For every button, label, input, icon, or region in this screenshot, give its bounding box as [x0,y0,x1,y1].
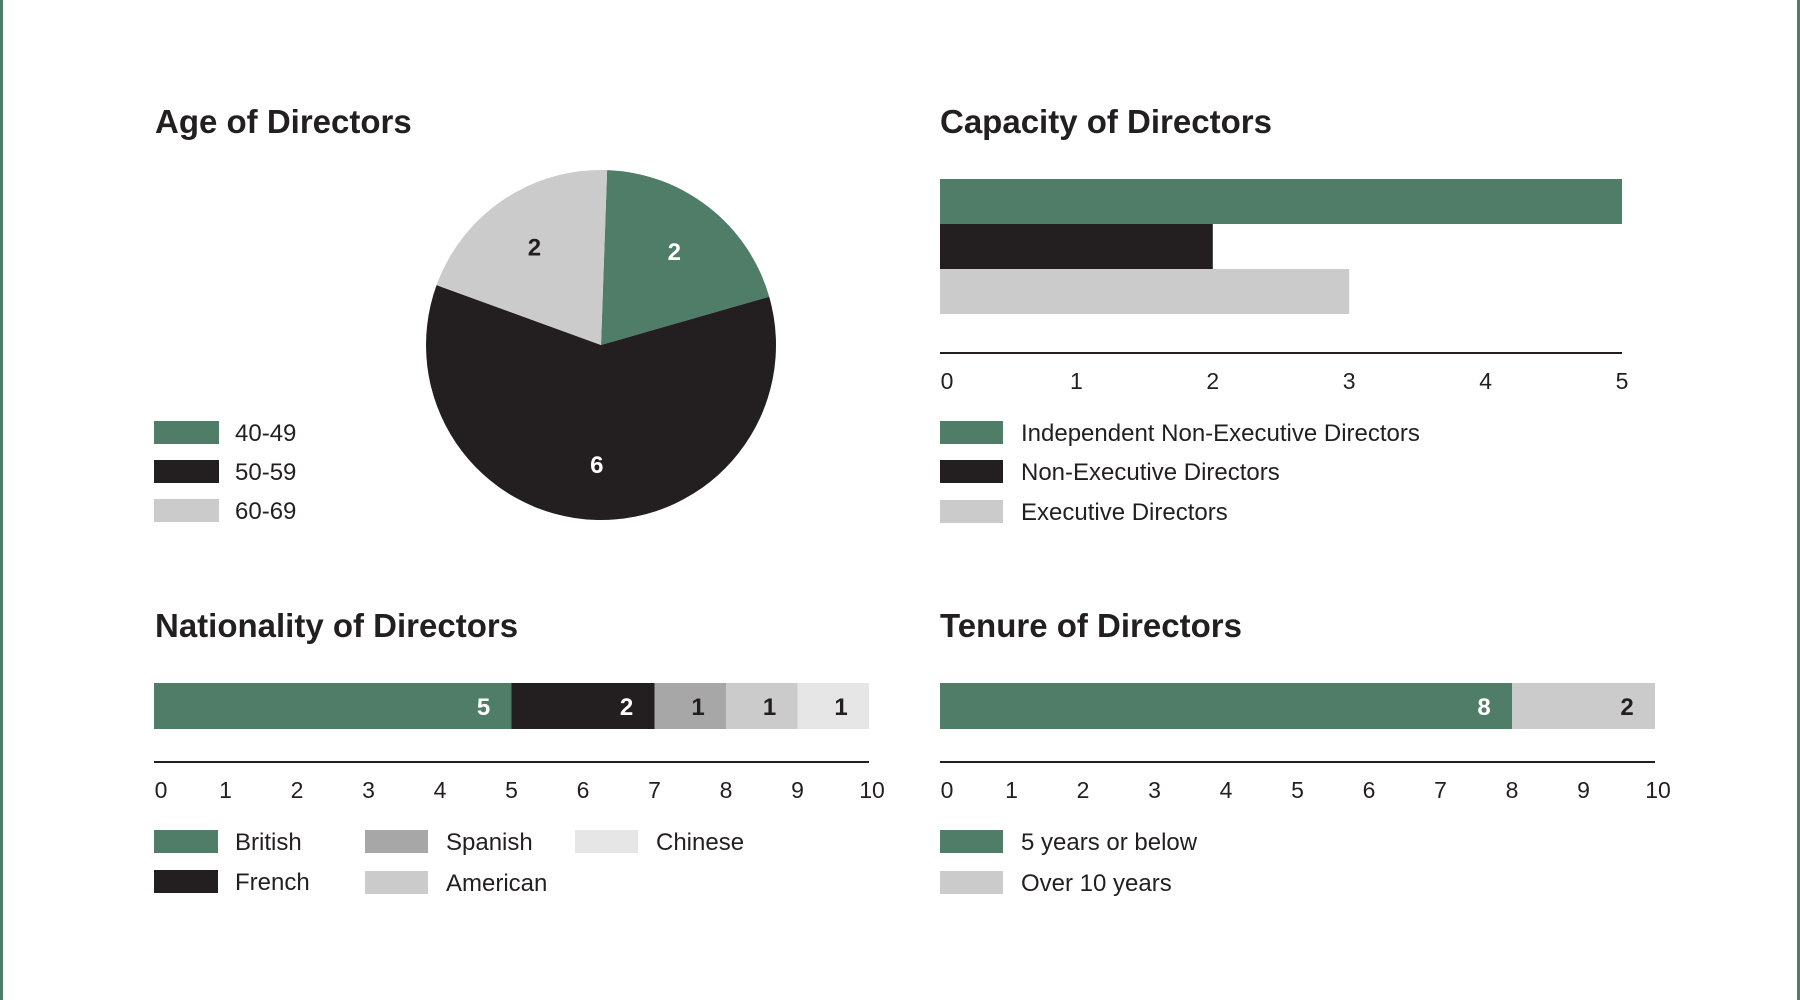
nationality-data-label-american: 1 [763,694,776,721]
capacity-tick-3: 3 [1343,368,1356,394]
capacity-chart-title: Capacity of Directors [940,103,1272,140]
capacity-bar-executive-directors [940,269,1350,314]
nationality-data-label-spanish: 1 [691,694,704,721]
capacity-bar-non-executive-directors [940,224,1213,269]
nationality-tick-5: 5 [505,777,518,803]
age-pie-slice-50-59 [426,285,777,520]
nationality-tick-7: 7 [648,777,661,803]
capacity-tick-0: 0 [941,368,954,394]
tenure-tick-4: 4 [1220,777,1233,803]
nationality-tick-4: 4 [434,777,447,803]
age-legend-label-60-69: 60-69 [235,498,296,525]
nationality-tick-0: 0 [155,777,168,803]
nationality-legend-swatch-british [154,830,218,853]
tenure-legend-swatch-over-10-years [940,871,1003,894]
capacity-legend-label-executive: Executive Directors [1021,499,1228,526]
age-pie: 2 6 2 [426,170,777,520]
nationality-bar-segment-british [154,683,512,729]
age-legend-swatch-40-49 [154,421,219,444]
tenure-tick-7: 7 [1434,777,1447,803]
capacity-tick-4: 4 [1479,368,1492,394]
nationality-bar-segment-chinese [797,683,869,729]
tenure-data-label-over-10-years: 2 [1620,694,1633,721]
age-pie-value-50-59: 6 [590,452,603,479]
nationality-legend-swatch-french [154,870,218,893]
page-left-border [0,0,3,1000]
tenure-tick-0: 0 [941,777,954,803]
nationality-data-label-chinese: 1 [834,694,847,721]
capacity-tick-2: 2 [1206,368,1219,394]
nationality-tick-9: 9 [791,777,804,803]
nationality-bar-segment-french [511,683,655,729]
capacity-legend-label-non-executive: Non-Executive Directors [1021,459,1280,486]
capacity-bar-independent-non-executive-directors [940,179,1622,224]
nationality-legend-swatch-spanish [365,830,428,853]
age-pie-slice-60-69 [436,170,608,345]
capacity-legend-swatch-independent [940,421,1003,444]
nationality-tick-6: 6 [577,777,590,803]
tenure-tick-labels: 0 1 2 3 4 5 6 7 8 9 10 [941,777,1671,803]
capacity-legend-label-independent: Independent Non-Executive Directors [1021,420,1420,447]
nationality-legend-label-chinese: Chinese [656,829,744,856]
tenure-chart-title: Tenure of Directors [940,607,1242,644]
capacity-legend-swatch-executive [940,500,1003,523]
nationality-data-label-french: 2 [620,694,633,721]
nationality-chart-title: Nationality of Directors [155,607,518,644]
age-pie-value-60-69: 2 [528,234,541,261]
age-legend: 40-49 50-59 60-69 [154,420,296,525]
tenure-legend-label-over-10-years: Over 10 years [1021,870,1172,897]
nationality-tick-2: 2 [291,777,304,803]
nationality-data-label-british: 5 [477,694,490,721]
nationality-legend-label-french: French [235,869,310,896]
tenure-legend: 5 years or below Over 10 years [940,829,1198,897]
nationality-bars: 5 2 1 1 1 [154,683,869,729]
tenure-bar-segment-over-10-years [1512,683,1655,729]
nationality-tick-8: 8 [720,777,733,803]
capacity-tick-1: 1 [1070,368,1083,394]
nationality-tick-labels: 0 1 2 3 4 5 6 7 8 9 10 [155,777,885,803]
page-right-border [1797,0,1800,1000]
age-chart-title: Age of Directors [155,103,412,140]
nationality-legend-label-american: American [446,870,547,897]
nationality-tick-1: 1 [219,777,232,803]
capacity-legend-swatch-non-executive [940,460,1003,483]
nationality-legend-label-british: British [235,829,302,856]
tenure-tick-9: 9 [1577,777,1590,803]
age-legend-label-50-59: 50-59 [235,459,296,486]
nationality-legend-swatch-american [365,871,428,894]
tenure-legend-swatch-5-years-or-below [940,830,1003,853]
nationality-tick-3: 3 [362,777,375,803]
tenure-bar-segment-5-years-or-below [940,683,1512,729]
age-legend-swatch-50-59 [154,460,219,483]
nationality-legend-label-spanish: Spanish [446,829,533,856]
nationality-legend: British French Spanish American Chinese [154,829,744,897]
age-pie-slice-40-49 [601,170,770,345]
nationality-bar-segment-american [726,683,798,729]
tenure-tick-1: 1 [1005,777,1018,803]
tenure-tick-2: 2 [1077,777,1090,803]
nationality-bar-segment-spanish [654,683,726,729]
capacity-tick-labels: 0 1 2 3 4 5 [941,368,1629,394]
capacity-legend: Independent Non-Executive Directors Non-… [940,420,1420,526]
age-legend-label-40-49: 40-49 [235,420,296,447]
tenure-tick-3: 3 [1148,777,1161,803]
nationality-tick-10: 10 [859,777,885,803]
age-chart: Age of Directors 2 6 2 40-49 50-59 60-69 [154,103,777,525]
tenure-tick-6: 6 [1363,777,1376,803]
age-pie-value-40-49: 2 [668,239,681,266]
nationality-chart: Nationality of Directors 5 2 1 1 1 0 1 2 3 4 5 6 7 8… [154,607,885,897]
age-legend-swatch-60-69 [154,499,219,522]
tenure-data-label-5-years-or-below: 8 [1477,694,1490,721]
capacity-bars [940,179,1622,314]
tenure-legend-label-5-years-or-below: 5 years or below [1021,829,1198,856]
tenure-tick-5: 5 [1291,777,1304,803]
tenure-tick-8: 8 [1506,777,1519,803]
nationality-legend-swatch-chinese [575,830,638,853]
tenure-tick-10: 10 [1645,777,1671,803]
capacity-chart: Capacity of Directors 0 1 2 3 4 5 Independent… [940,103,1628,526]
capacity-tick-5: 5 [1616,368,1629,394]
